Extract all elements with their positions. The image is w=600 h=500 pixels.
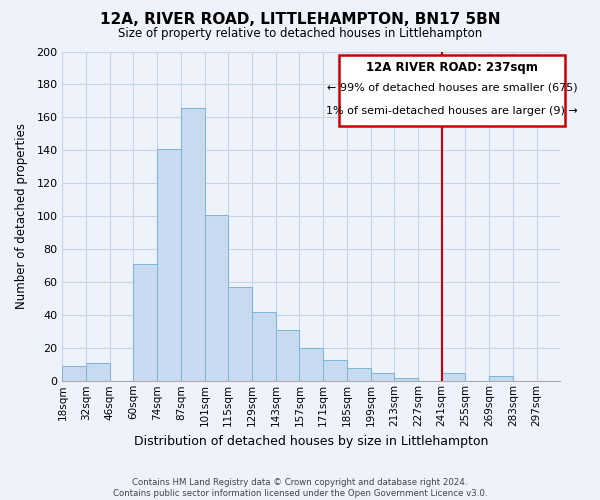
Bar xyxy=(181,108,205,382)
Text: Size of property relative to detached houses in Littlehampton: Size of property relative to detached ho… xyxy=(118,28,482,40)
Text: 12A RIVER ROAD: 237sqm: 12A RIVER ROAD: 237sqm xyxy=(366,62,538,74)
Bar xyxy=(323,360,347,382)
Bar xyxy=(394,378,418,382)
Bar xyxy=(276,330,299,382)
Bar xyxy=(299,348,323,382)
X-axis label: Distribution of detached houses by size in Littlehampton: Distribution of detached houses by size … xyxy=(134,434,488,448)
Bar xyxy=(489,376,513,382)
Text: Contains HM Land Registry data © Crown copyright and database right 2024.
Contai: Contains HM Land Registry data © Crown c… xyxy=(113,478,487,498)
Bar xyxy=(157,149,181,382)
Bar xyxy=(347,368,371,382)
Text: 1% of semi-detached houses are larger (9) →: 1% of semi-detached houses are larger (9… xyxy=(326,106,578,116)
Bar xyxy=(229,288,252,382)
FancyBboxPatch shape xyxy=(338,55,565,126)
Bar xyxy=(205,214,229,382)
Bar xyxy=(442,373,466,382)
Bar xyxy=(371,373,394,382)
Bar xyxy=(252,312,276,382)
Bar xyxy=(62,366,86,382)
Bar xyxy=(86,363,110,382)
Text: 12A, RIVER ROAD, LITTLEHAMPTON, BN17 5BN: 12A, RIVER ROAD, LITTLEHAMPTON, BN17 5BN xyxy=(100,12,500,28)
Y-axis label: Number of detached properties: Number of detached properties xyxy=(15,124,28,310)
Text: ← 99% of detached houses are smaller (675): ← 99% of detached houses are smaller (67… xyxy=(326,83,577,93)
Bar xyxy=(133,264,157,382)
